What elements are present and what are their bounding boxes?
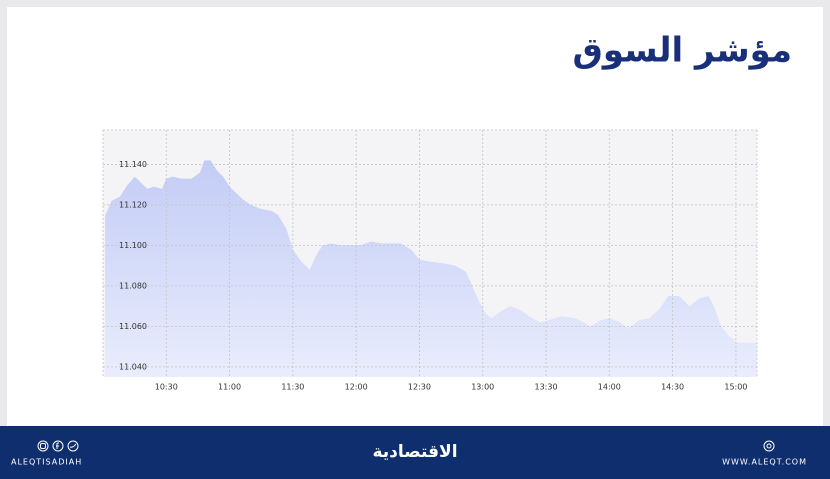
social-icons	[37, 440, 775, 452]
logo: الاقتصادية	[372, 442, 457, 462]
x-tick-label: 14:30	[661, 383, 684, 392]
y-tick-label: 11.100	[119, 241, 147, 250]
x-tick-label: 11:00	[218, 383, 241, 392]
y-tick-label: 11.040	[119, 362, 147, 371]
x-tick-label: 13:00	[471, 383, 494, 392]
area	[105, 160, 757, 377]
y-tick-label: 11.060	[119, 322, 147, 331]
x-tick-label: 13:30	[535, 383, 558, 392]
x-tick-label: 12:00	[345, 383, 368, 392]
y-tick-label: 11.140	[119, 160, 147, 169]
plot: 11.040 11.060 11.080 11.100 11.120 11.140 10:3…	[102, 129, 758, 392]
x-tick-label: 11:30	[281, 383, 304, 392]
x-tick-label: 14:00	[598, 383, 621, 392]
y-tick-label: 11.120	[119, 200, 147, 209]
social-handle: ALEQTISADIAH	[11, 458, 82, 467]
x-tick-label: 12:30	[408, 383, 431, 392]
y-tick-label: 11.080	[119, 281, 147, 290]
footer-bar	[0, 426, 830, 479]
x-tick-label: 15:00	[724, 383, 747, 392]
chart-title: مؤشر السوق	[572, 31, 792, 71]
x-tick-label: 10:30	[155, 383, 178, 392]
website: WWW.ALEQT.COM	[722, 458, 807, 467]
